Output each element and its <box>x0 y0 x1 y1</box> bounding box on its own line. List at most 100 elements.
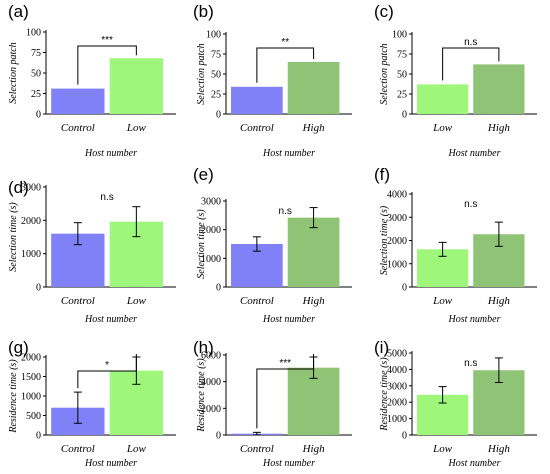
y-tick-label: 100 <box>392 30 407 41</box>
y-tick-label: 4000 <box>387 190 407 201</box>
y-tick-label: 75 <box>397 50 407 61</box>
x-axis-label: Host number <box>84 458 137 469</box>
x-tick-label: High <box>302 295 326 307</box>
y-tick-label: 25 <box>397 90 407 101</box>
y-tick-label: 0 <box>36 110 41 121</box>
bar-low <box>417 84 469 114</box>
x-axis-label: Host number <box>448 314 501 325</box>
y-tick-label: 2000 <box>21 216 41 227</box>
y-tick-label: 500 <box>26 411 41 422</box>
y-tick-label: 5000 <box>387 349 407 360</box>
significance-bracket <box>442 47 500 81</box>
x-tick-label: Low <box>432 443 453 455</box>
y-tick-label: 3000 <box>387 381 407 392</box>
x-tick-label: Control <box>240 122 274 134</box>
chart-panel-4: (d) 0 1000 2000 3000 Control Low n.s Selection t… <box>8 178 176 325</box>
bar-control <box>231 86 283 114</box>
x-tick-label: Control <box>61 295 95 307</box>
panel-label: (d) <box>8 178 29 197</box>
chart-panel-9: (i) 0 1000 2000 3000 4000 5000 Low High n.s Reside… <box>374 338 537 469</box>
significance-label: n.s <box>279 206 292 217</box>
chart-panel-2: (b) 0 25 50 75 100 Control High ** Selection patc… <box>193 2 352 159</box>
y-axis-label: Selection patch <box>379 43 390 104</box>
y-tick-label: 1000 <box>387 414 407 425</box>
y-tick-label: 2000 <box>387 398 407 409</box>
x-tick-label: Low <box>126 122 147 134</box>
chart-panel-1: (a) 0 25 50 75 100 Control Low *** Selection patc… <box>8 2 176 159</box>
significance-label: ** <box>281 37 289 48</box>
x-tick-label: Low <box>432 295 453 307</box>
y-axis-label: Selection patch <box>8 42 19 103</box>
x-tick-label: Low <box>126 295 147 307</box>
y-tick-label: 0 <box>36 283 41 294</box>
significance-label: n.s <box>100 192 113 203</box>
significance-label: *** <box>101 35 113 46</box>
significance-label: n.s <box>464 37 477 48</box>
y-tick-label: 2000 <box>201 404 221 415</box>
x-tick-label: High <box>302 122 326 134</box>
panel-label: (f) <box>374 165 390 184</box>
x-tick-label: Low <box>432 122 453 134</box>
significance-label: *** <box>279 358 291 369</box>
significance-bracket <box>256 47 315 83</box>
y-axis-label: Residence time (s) <box>196 358 207 433</box>
bar-high <box>287 217 340 287</box>
y-tick-label: 100 <box>26 28 41 39</box>
y-tick-label: 4000 <box>201 377 221 388</box>
y-tick-label: 0 <box>36 431 41 442</box>
significance-label: n.s <box>464 199 477 210</box>
y-tick-label: 2000 <box>387 236 407 247</box>
x-axis-label: Host number <box>84 314 137 325</box>
y-tick-label: 4000 <box>387 365 407 376</box>
x-axis-label: Host number <box>448 458 501 469</box>
y-tick-label: 50 <box>31 69 41 80</box>
x-tick-label: High <box>487 122 511 134</box>
y-axis-label: Residence time (s) <box>379 357 390 432</box>
y-tick-label: 1000 <box>21 392 41 403</box>
x-tick-label: Control <box>61 443 95 455</box>
y-tick-label: 6000 <box>201 351 221 362</box>
y-tick-label: 0 <box>216 283 221 294</box>
y-tick-label: 2000 <box>201 225 221 236</box>
y-tick-label: 50 <box>397 70 407 81</box>
y-tick-label: 1000 <box>387 259 407 270</box>
x-tick-label: Low <box>126 443 147 455</box>
bar-high <box>287 367 340 435</box>
y-tick-label: 0 <box>216 110 221 121</box>
y-tick-label: 2000 <box>21 353 41 364</box>
x-axis-label: Host number <box>84 148 137 159</box>
chart-panel-6: (f) 0 1000 2000 3000 4000 Low High n.s Selection … <box>374 165 537 325</box>
y-axis-label: Selection time (s) <box>196 209 207 279</box>
panel-label: (e) <box>193 165 214 184</box>
bar-low <box>109 58 163 114</box>
y-tick-label: 3000 <box>201 197 221 208</box>
y-tick-label: 25 <box>31 89 41 100</box>
x-tick-label: High <box>302 443 326 455</box>
y-tick-label: 1000 <box>201 254 221 265</box>
y-tick-label: 1000 <box>21 249 41 260</box>
significance-bracket <box>77 354 137 389</box>
significance-bracket <box>256 354 315 429</box>
chart-panel-7: (g) 0 500 1000 1500 2000 Control Low * Residence … <box>8 338 176 469</box>
chart-panel-8: (h) 0 2000 4000 6000 Control High *** Residence … <box>193 338 352 469</box>
panel-label: (a) <box>8 2 29 21</box>
y-tick-label: 0 <box>402 283 407 294</box>
panel-label: (h) <box>193 338 214 357</box>
x-tick-label: Control <box>240 295 274 307</box>
x-axis-label: Host number <box>448 148 501 159</box>
y-tick-label: 1500 <box>21 372 41 383</box>
panel-label: (g) <box>8 338 29 357</box>
x-tick-label: Control <box>61 122 95 134</box>
y-axis-label: Residence time (s) <box>8 359 19 434</box>
x-tick-label: High <box>487 443 511 455</box>
y-tick-label: 25 <box>211 90 221 101</box>
y-tick-label: 3000 <box>387 213 407 224</box>
chart-panel-3: (c) 0 25 50 75 100 Low High n.s Selection patch Ho… <box>374 2 537 159</box>
y-axis-label: Selection time (s) <box>379 205 390 275</box>
x-tick-label: High <box>487 295 511 307</box>
chart-panel-5: (e) 0 1000 2000 3000 Control High n.s Selection … <box>193 165 352 325</box>
x-axis-label: Host number <box>262 458 315 469</box>
panel-label: (b) <box>193 2 214 21</box>
y-tick-label: 3000 <box>21 183 41 194</box>
